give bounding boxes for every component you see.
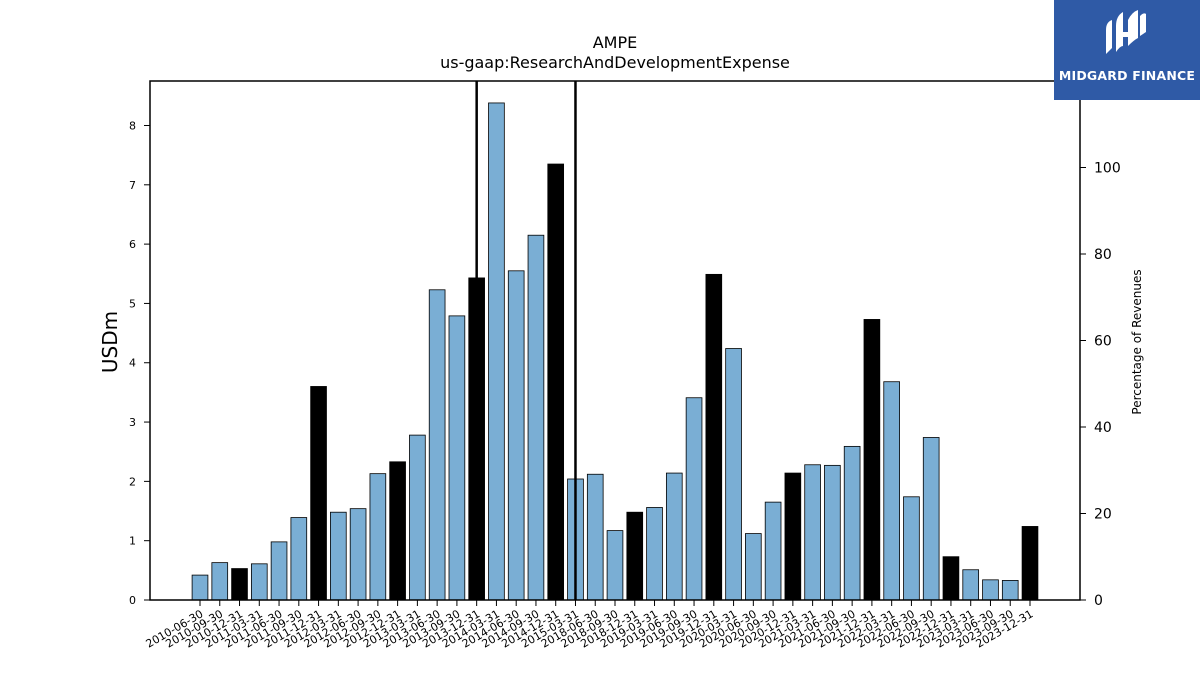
bar-2011-12-31 [310, 386, 327, 601]
y2-tick-label: 80 [1094, 247, 1112, 263]
bar-2020-03-31 [725, 348, 742, 601]
y-tick-label: 6 [129, 238, 136, 251]
y2-tick-label: 100 [1094, 161, 1121, 177]
y2-axis-label: Percentage of Revenues [1130, 269, 1144, 414]
bar-2021-06-30 [824, 464, 841, 601]
bar-2022-06-30 [903, 496, 920, 601]
bar-2019-09-30 [685, 397, 703, 601]
y-tick-label: 8 [129, 119, 136, 132]
bar-2010-12-31 [231, 568, 248, 601]
y-tick-label: 5 [129, 297, 136, 310]
y-axis-label: USDm [98, 311, 122, 373]
bar-2011-09-30 [290, 517, 308, 601]
bar-2019-12-31 [705, 273, 723, 601]
bar-2012-09-30 [369, 473, 387, 601]
bar-2014-09-30 [527, 234, 545, 601]
brand-mark-icon [1106, 10, 1146, 54]
bar-2023-03-31 [962, 569, 980, 601]
y-tick-label: 4 [129, 357, 136, 370]
bar-2021-09-30 [843, 445, 861, 601]
bar-2019-03-31 [646, 507, 663, 601]
bar-2014-12-31 [547, 163, 565, 601]
bar-2023-12-31 [1021, 526, 1039, 601]
y-tick-label: 2 [129, 475, 136, 488]
bar-2014-03-31 [488, 102, 505, 601]
bar-2022-12-31 [942, 556, 960, 601]
brand-logo: MIDGARD FINANCE [1054, 0, 1200, 100]
bar-2012-12-31 [389, 461, 406, 601]
bar-2013-03-31 [409, 434, 426, 601]
y-tick-label: 1 [129, 535, 136, 548]
bar-2020-12-31 [784, 472, 802, 601]
bar-2023-09-30 [1001, 580, 1019, 601]
brand-logo-text: MIDGARD FINANCE [1058, 68, 1196, 83]
bar-2021-12-31 [863, 319, 881, 601]
bar-2022-09-30 [922, 437, 940, 601]
bar-2010-06-30 [191, 574, 209, 601]
y2-tick-label: 0 [1094, 593, 1103, 609]
chart-subtitle: us-gaap:ResearchAndDevelopmentExpense [440, 53, 790, 72]
bar-2011-03-31 [250, 563, 268, 601]
bar-2022-03-31 [883, 381, 900, 601]
chart-title: AMPE [593, 33, 638, 52]
bar-2012-03-31 [330, 511, 347, 601]
plot-frame [149, 80, 1081, 601]
bar-2021-03-31 [804, 464, 821, 601]
bar-2020-09-30 [764, 501, 782, 601]
y-tick-label: 3 [129, 416, 136, 429]
bar-2013-09-30 [448, 315, 466, 601]
y-tick-label: 7 [129, 179, 136, 192]
bar-2023-06-30 [982, 579, 999, 601]
bar-2019-06-30 [665, 472, 683, 601]
bar-2018-06-30 [586, 473, 604, 601]
bar-2018-12-31 [626, 511, 644, 601]
axes-layer: 0123456780204060801002010-06-302010-09-3… [129, 80, 1121, 651]
bar-2011-06-30 [270, 541, 288, 601]
bars-layer [191, 102, 1039, 601]
bar-2018-09-30 [606, 530, 624, 601]
y2-tick-label: 60 [1094, 334, 1112, 350]
y2-tick-label: 40 [1094, 420, 1112, 436]
markers-layer [475, 81, 577, 600]
bar-2014-06-30 [507, 270, 525, 601]
bar-2013-06-30 [428, 289, 446, 601]
y2-tick-label: 20 [1094, 507, 1112, 523]
y-tick-label: 0 [129, 594, 136, 607]
bar-2012-06-30 [349, 508, 367, 601]
bar-2020-06-30 [745, 533, 762, 601]
bar-2010-09-30 [211, 562, 229, 601]
